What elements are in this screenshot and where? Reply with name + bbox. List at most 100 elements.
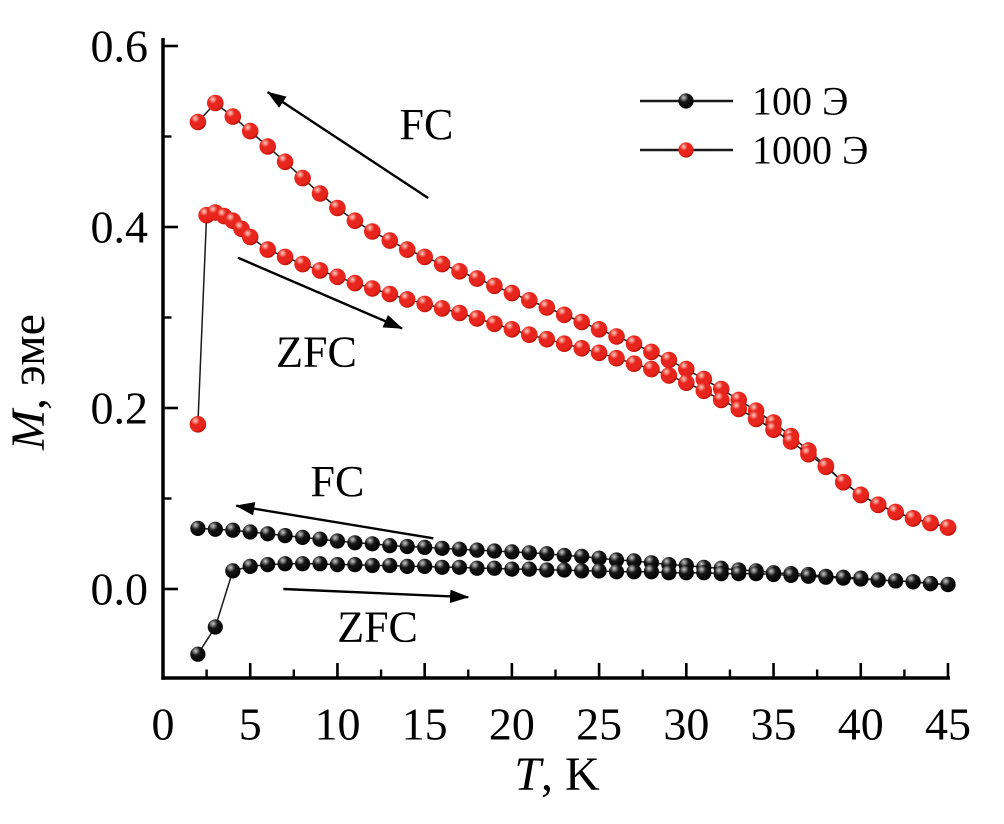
data-point [940,576,956,593]
data-point [346,274,364,292]
data-point [660,367,678,384]
data-point [539,562,555,578]
data-point [486,315,503,333]
series-line [197,527,949,586]
data-point [922,576,939,592]
annotation-fc-100Э: FC [235,457,434,540]
data-point [381,232,399,249]
data-point [591,550,607,566]
data-point [347,535,363,551]
data-point [364,536,380,552]
data-point [416,248,434,266]
x-tick-label: 45 [925,699,971,750]
data-point [417,539,433,556]
data-point [451,559,468,575]
x-tick-label: 15 [402,699,448,750]
legend-marker-1000e [678,142,694,158]
axes: 0 5 10 15 20 25 30 35 40 45 0.0 0.2 0.4 0.6 [91,21,971,750]
data-point [451,304,468,322]
data-point [590,321,608,338]
series-1000Э-zfc [189,204,957,536]
data-point [608,564,625,580]
data-point [643,360,660,378]
data-point [295,529,311,546]
data-point [905,574,921,590]
y-tick-label: 0.6 [91,21,149,72]
data-point [574,563,590,579]
legend-item-1000e: 1000 Э [640,128,868,173]
data-point [556,547,572,564]
data-point [329,268,346,286]
data-point [346,212,364,229]
data-point [678,565,694,581]
annotations-layer: FC ZFC FC ZFC [235,91,470,652]
data-point [364,223,381,240]
data-point [695,382,713,400]
legend: 100 Э 1000 Э [640,79,868,173]
y-tick-label: 0.0 [91,564,149,615]
data-point [625,355,643,373]
data-point [382,557,398,574]
data-point [504,544,520,560]
data-point [364,557,380,574]
data-point [608,349,625,367]
data-point [870,572,886,588]
data-point [329,533,345,549]
data-point [800,445,817,463]
series-line [197,562,949,655]
data-point [835,473,852,491]
data-point [521,326,538,344]
data-point [696,565,712,581]
data-point [241,228,259,246]
data-point [451,263,468,280]
data-point [417,558,433,575]
data-point [311,185,329,202]
annotation-fc-1000Э: FC [266,91,453,200]
data-point [434,540,450,556]
data-point [312,531,328,547]
x-axis-ticks [161,663,950,678]
data-point [538,299,556,316]
annotation-label: FC [311,457,365,506]
data-point [574,548,590,565]
data-point [521,292,538,309]
data-point [399,538,415,555]
data-point [277,528,293,544]
data-point [521,545,537,561]
legend-label-1000e: 1000 Э [752,128,868,173]
y-axis-ticks [163,44,178,591]
data-point [260,526,276,542]
series-100Э-zfc [190,556,956,662]
data-point [556,562,572,578]
data-point [818,569,834,585]
data-point [311,262,329,279]
data-point [503,284,521,302]
data-point [469,542,485,558]
data-point [904,510,922,527]
data-point [800,568,817,584]
x-tick-label: 35 [751,699,797,750]
data-point [555,335,573,353]
data-point [853,571,869,587]
data-point [660,351,678,369]
data-point [643,564,660,580]
legend-item-100e: 100 Э [640,79,848,124]
data-point [347,557,363,573]
data-point [224,108,242,125]
annotation-label: ZFC [337,603,418,652]
data-point [468,310,486,327]
data-point [591,563,607,579]
data-point [242,558,258,575]
data-series-layer [189,94,957,662]
data-point [451,541,468,557]
data-point [434,559,450,575]
y-tick-label: 0.2 [91,383,149,434]
data-point [399,558,415,575]
annotation-zfc-100Э: ZFC [283,587,470,652]
data-point [835,570,851,586]
annotation-label: FC [399,100,453,149]
data-point [748,566,764,582]
data-point [590,344,608,362]
data-point [276,248,294,266]
